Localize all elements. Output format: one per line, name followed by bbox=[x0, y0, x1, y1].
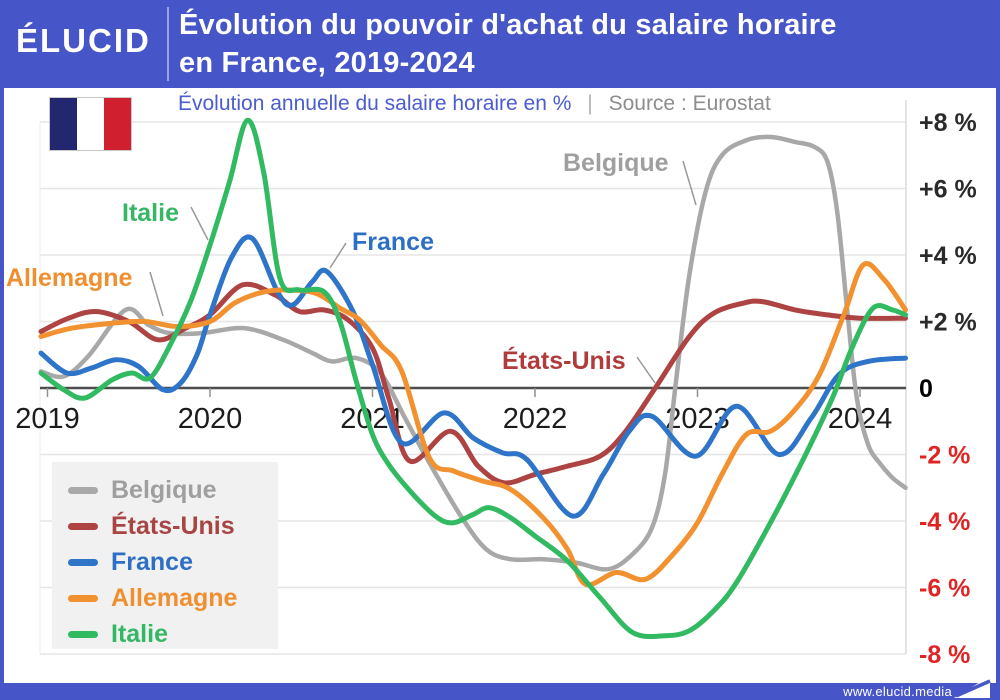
annotation-leader-line bbox=[190, 206, 209, 241]
x-axis-label: 2020 bbox=[178, 403, 243, 435]
legend-label: France bbox=[111, 547, 193, 576]
y-axis-label: +2 % bbox=[919, 309, 977, 337]
annotation-leader-line bbox=[329, 242, 347, 269]
y-axis-label: +8 % bbox=[919, 109, 977, 137]
page-title-line2: en France, 2019-2024 bbox=[179, 47, 475, 79]
y-axis-label: +4 % bbox=[919, 242, 977, 270]
legend-item-italie: Italie bbox=[68, 616, 278, 652]
flag-band-red bbox=[104, 98, 131, 150]
annotation-leader-line bbox=[149, 271, 164, 317]
border-left bbox=[0, 0, 4, 700]
chart-subtitle: Évolution annuelle du salaire horaire en… bbox=[178, 92, 572, 115]
header: ÉLUCID Évolution du pouvoir d'achat du s… bbox=[0, 0, 1000, 88]
curve-label-france: France bbox=[352, 228, 434, 256]
series-belgique bbox=[38, 134, 908, 572]
y-axis-label: +6 % bbox=[919, 176, 977, 204]
legend-item-etats-unis: États-Unis bbox=[68, 508, 278, 544]
curve-label-italie: Italie bbox=[122, 199, 179, 227]
flag-band-blue bbox=[50, 98, 77, 150]
annotation-leader-line bbox=[636, 356, 656, 384]
y-axis-label: -8 % bbox=[919, 641, 970, 669]
x-axis-label: 2019 bbox=[15, 403, 80, 435]
series-allemagne bbox=[38, 261, 908, 588]
legend-label: Italie bbox=[111, 619, 168, 648]
header-divider bbox=[167, 7, 169, 81]
border-right bbox=[996, 0, 1000, 700]
source-label: Source : Eurostat bbox=[608, 92, 771, 115]
legend-label: États-Unis bbox=[111, 511, 235, 540]
flag-band-white bbox=[77, 98, 104, 150]
legend-swatch bbox=[68, 486, 98, 494]
annotation-leader-line bbox=[682, 160, 697, 206]
legend-item-belgique: Belgique bbox=[68, 472, 278, 508]
subtitle-separator: | bbox=[587, 92, 593, 115]
france-flag-icon bbox=[50, 98, 131, 150]
legend-label: Belgique bbox=[111, 475, 217, 504]
curve-label-belgique: Belgique bbox=[563, 149, 669, 177]
y-axis-label: 0 bbox=[919, 375, 933, 403]
legend-label: Allemagne bbox=[111, 583, 238, 612]
elucid-flag-icon bbox=[954, 676, 991, 698]
legend-swatch bbox=[68, 522, 98, 530]
chart-legend: Belgique États-Unis France Allemagne Ita… bbox=[52, 462, 278, 649]
brand-logo: ÉLUCID bbox=[16, 22, 151, 59]
footer-bar: www.elucid.media bbox=[0, 683, 1000, 700]
legend-swatch bbox=[68, 630, 98, 638]
y-axis-label: -2 % bbox=[919, 442, 970, 470]
series-france bbox=[38, 234, 908, 519]
curve-label--tats-unis: États-Unis bbox=[502, 346, 626, 375]
series-italie bbox=[38, 117, 908, 640]
page-title-line1: Évolution du pouvoir d'achat du salaire … bbox=[179, 9, 837, 41]
subheader: Évolution annuelle du salaire horaire en… bbox=[178, 92, 978, 120]
curve-label-allemagne: Allemagne bbox=[6, 264, 133, 292]
legend-swatch bbox=[68, 594, 98, 602]
page-title: Évolution du pouvoir d'achat du salaire … bbox=[179, 6, 989, 82]
legend-swatch bbox=[68, 558, 98, 566]
x-axis-label: 2022 bbox=[503, 403, 568, 435]
legend-item-france: France bbox=[68, 544, 278, 580]
y-axis-label: -6 % bbox=[919, 575, 970, 603]
legend-item-allemagne: Allemagne bbox=[68, 580, 278, 616]
footer-url: www.elucid.media bbox=[843, 684, 952, 699]
y-axis-label: -4 % bbox=[919, 508, 970, 536]
